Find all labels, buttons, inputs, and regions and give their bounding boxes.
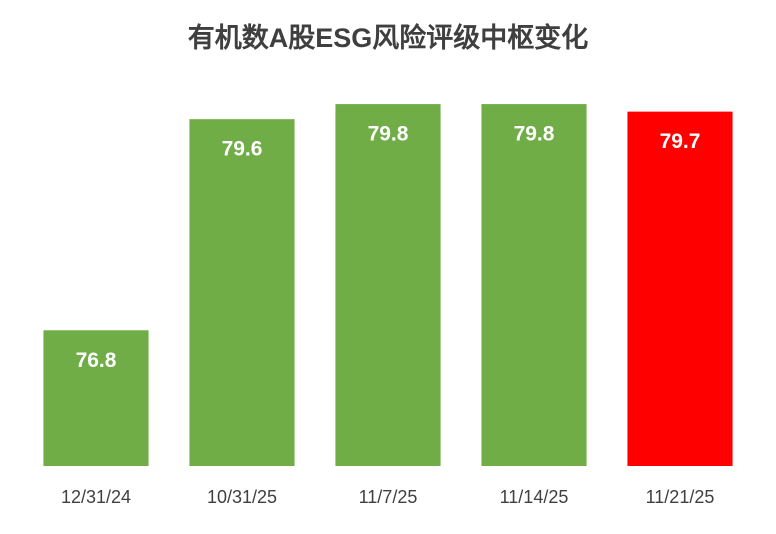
bar	[43, 330, 149, 466]
bar	[481, 104, 587, 466]
value-label: 79.6	[222, 138, 263, 161]
chart-title: 有机数A股ESG风险评级中枢变化	[188, 22, 589, 53]
value-label: 79.7	[660, 130, 701, 153]
bar	[189, 119, 295, 466]
value-label: 79.8	[514, 123, 555, 146]
x-tick-label: 11/21/25	[646, 487, 715, 507]
x-tick-label: 11/7/25	[359, 487, 418, 507]
x-tick-label: 10/31/25	[207, 487, 277, 507]
bar	[335, 104, 441, 466]
x-tick-label: 12/31/24	[61, 487, 131, 507]
bar	[627, 111, 733, 467]
x-tick-label: 11/14/25	[500, 487, 569, 507]
value-label: 76.8	[76, 349, 117, 372]
value-label: 79.8	[368, 123, 409, 146]
